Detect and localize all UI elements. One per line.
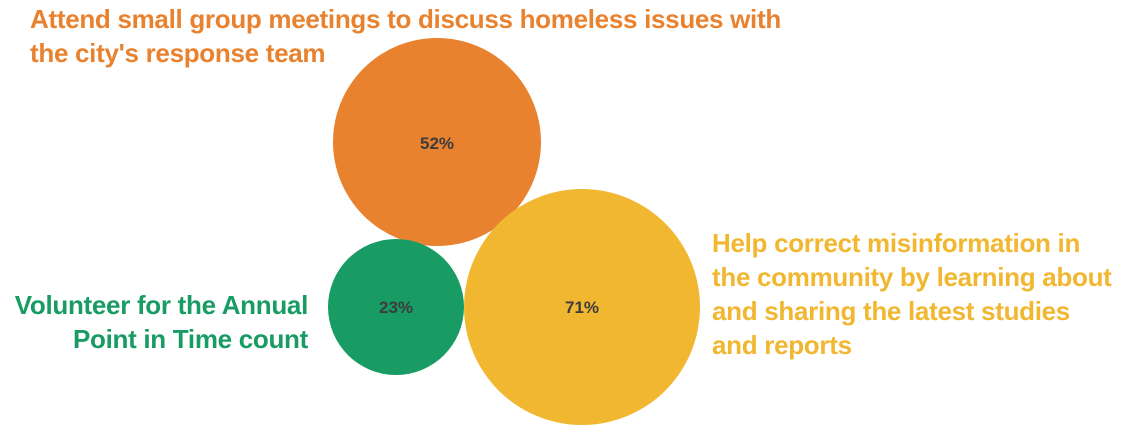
bubble-label-green: Volunteer for the Annual Point in Time c… (14, 290, 309, 354)
bubble-orange (333, 38, 541, 246)
bubble-label-yellow: Help correct misinformation in the commu… (712, 228, 1112, 360)
bubble-value-yellow: 71% (565, 298, 599, 317)
bubble-value-green: 23% (379, 298, 413, 317)
bubble-value-orange: 52% (420, 134, 454, 153)
bubble-green (328, 239, 464, 375)
bubble-yellow (464, 189, 700, 425)
bubble-label-orange: Attend small group meetings to discuss h… (30, 4, 781, 68)
